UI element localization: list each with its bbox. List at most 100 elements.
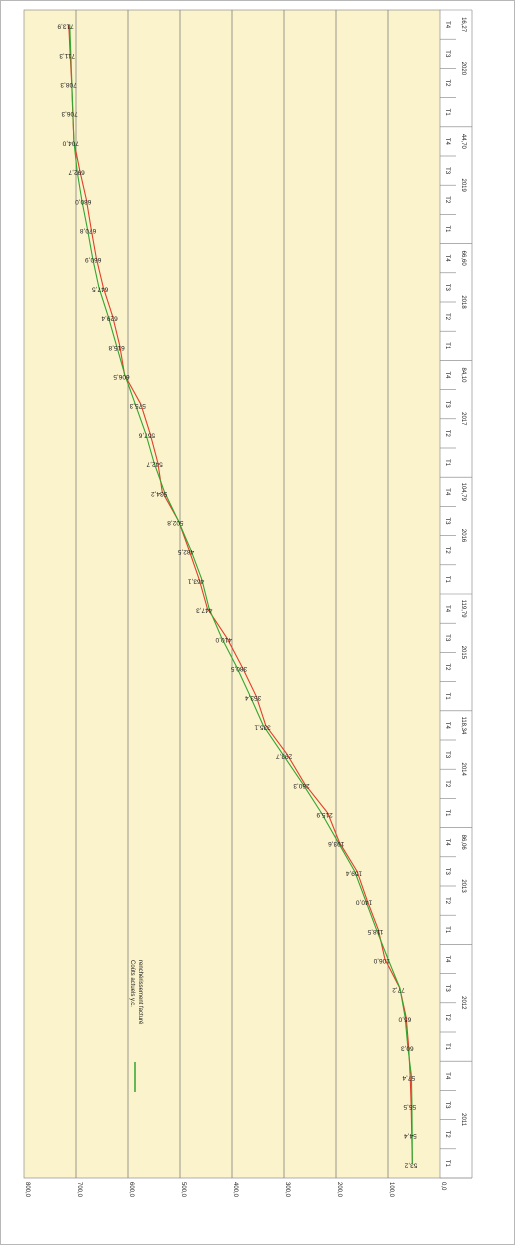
quarter-label: T3 [444,985,450,993]
quarter-label: T3 [444,50,450,58]
data-label: 260,3 [293,782,310,789]
data-label: 353,4 [245,694,262,701]
data-label: 711,3 [59,52,75,59]
data-label: 77,2 [392,986,405,993]
year-total-label: 16,27 [460,17,466,33]
quarter-label: T2 [444,430,450,438]
data-labels: 53,2 54,4 55,5 57,4 60,3 65,0 77,2 106,0 118,5 14… [57,23,417,1169]
data-label: 55,5 [403,1103,416,1110]
quarter-label: T4 [444,255,450,263]
quarter-label: T2 [444,1131,450,1139]
quarter-label: T4 [444,371,450,379]
quarter-label: T4 [444,488,450,496]
data-label: 106,0 [373,957,390,964]
quarter-label: T4 [444,21,450,29]
data-label: 615,8 [108,344,125,351]
quarter-label: T2 [444,663,450,671]
year-label: 2013 [460,879,466,893]
y-tick-label: 400,0 [232,1182,238,1198]
quarter-label: T1 [444,109,450,117]
data-label: 629,4 [101,315,118,322]
data-label: 542,7 [146,461,163,468]
quarter-label: T4 [444,955,450,963]
quarter-label: T4 [444,138,450,146]
year-label: 2019 [460,179,466,193]
data-label: 534,2 [151,490,168,497]
data-label: 215,9 [316,811,333,818]
quarter-label: T2 [444,1014,450,1022]
legend: Coûts actuels y.c. renchérissement factur… [129,960,143,1092]
quarter-label: T4 [444,1072,450,1080]
quarter-label: T2 [444,547,450,555]
quarter-label: T4 [444,722,450,730]
data-label: 447,3 [196,607,213,614]
quarter-label: T2 [444,79,450,87]
data-label: 606,5 [113,373,130,380]
year-label: 2017 [460,412,466,426]
grid-layer: 0,0 100,0 200,0 300,0 400,0 500,0 600,0 700,0 80… [24,10,446,1198]
quarter-label: T1 [444,459,450,467]
quarter-label: T2 [444,313,450,321]
data-label: 706,3 [61,110,78,117]
quarter-label: T3 [444,868,450,876]
quarter-label: T1 [444,926,450,934]
y-tick-label: 0,0 [440,1182,446,1191]
y-tick-label: 500,0 [180,1182,186,1198]
quarter-label: T3 [444,167,450,175]
y-tick-label: 700,0 [76,1182,82,1198]
year-label: 2014 [460,763,466,777]
quarter-label: T3 [444,634,450,642]
year-label: 2012 [460,996,466,1010]
data-label: 704,0 [62,139,79,146]
year-total-label: 118,34 [460,716,466,735]
data-label: 680,0 [75,198,92,205]
data-label: 380,5 [230,665,247,672]
quarter-label: T1 [444,693,450,701]
year-label: 2015 [460,646,466,660]
quarter-label: T4 [444,839,450,847]
data-label: 713,9 [57,23,74,30]
year-label: 2018 [460,295,466,309]
data-label: 708,3 [60,81,77,88]
data-label: 335,1 [254,723,271,730]
series-line-2 [69,24,413,1164]
data-label: 140,0 [356,899,373,906]
year-total-label: 104,79 [460,483,466,502]
data-label: 482,5 [177,548,194,555]
y-tick-label: 300,0 [284,1182,290,1198]
data-label: 118,5 [367,928,383,935]
year-label: 2016 [460,529,466,543]
data-label: 60,3 [401,1045,414,1052]
year-total-label: 86,06 [460,835,466,851]
year-label: 2020 [460,62,466,76]
year-total-label: 84,10 [460,367,466,383]
series-layer [68,24,413,1164]
data-label: 53,2 [404,1161,417,1168]
quarter-label: T1 [444,1160,450,1168]
quarter-label: T2 [444,897,450,905]
data-label: 410,0 [215,636,232,643]
y-tick-label: 200,0 [336,1182,342,1198]
series-line-1 [68,24,413,1164]
data-label: 159,4 [345,869,362,876]
quarter-label: T3 [444,751,450,759]
quarter-label: T3 [444,401,450,409]
data-label: 57,4 [402,1074,415,1081]
data-label: 557,6 [138,431,155,438]
quarter-label: T3 [444,1101,450,1109]
quarter-label: T2 [444,196,450,204]
data-label: 575,3 [129,402,146,409]
data-label: 193,6 [328,840,345,847]
data-label: 463,1 [188,577,205,584]
data-label: 692,7 [68,169,85,176]
data-label: 293,7 [276,753,293,760]
quarter-label: T4 [444,605,450,613]
quarter-label: T1 [444,225,450,233]
quarter-label: T2 [444,780,450,788]
quarter-label: T3 [444,284,450,292]
quarter-label: T3 [444,517,450,525]
y-tick-label: 600,0 [128,1182,134,1198]
quarter-label: T1 [444,1043,450,1051]
